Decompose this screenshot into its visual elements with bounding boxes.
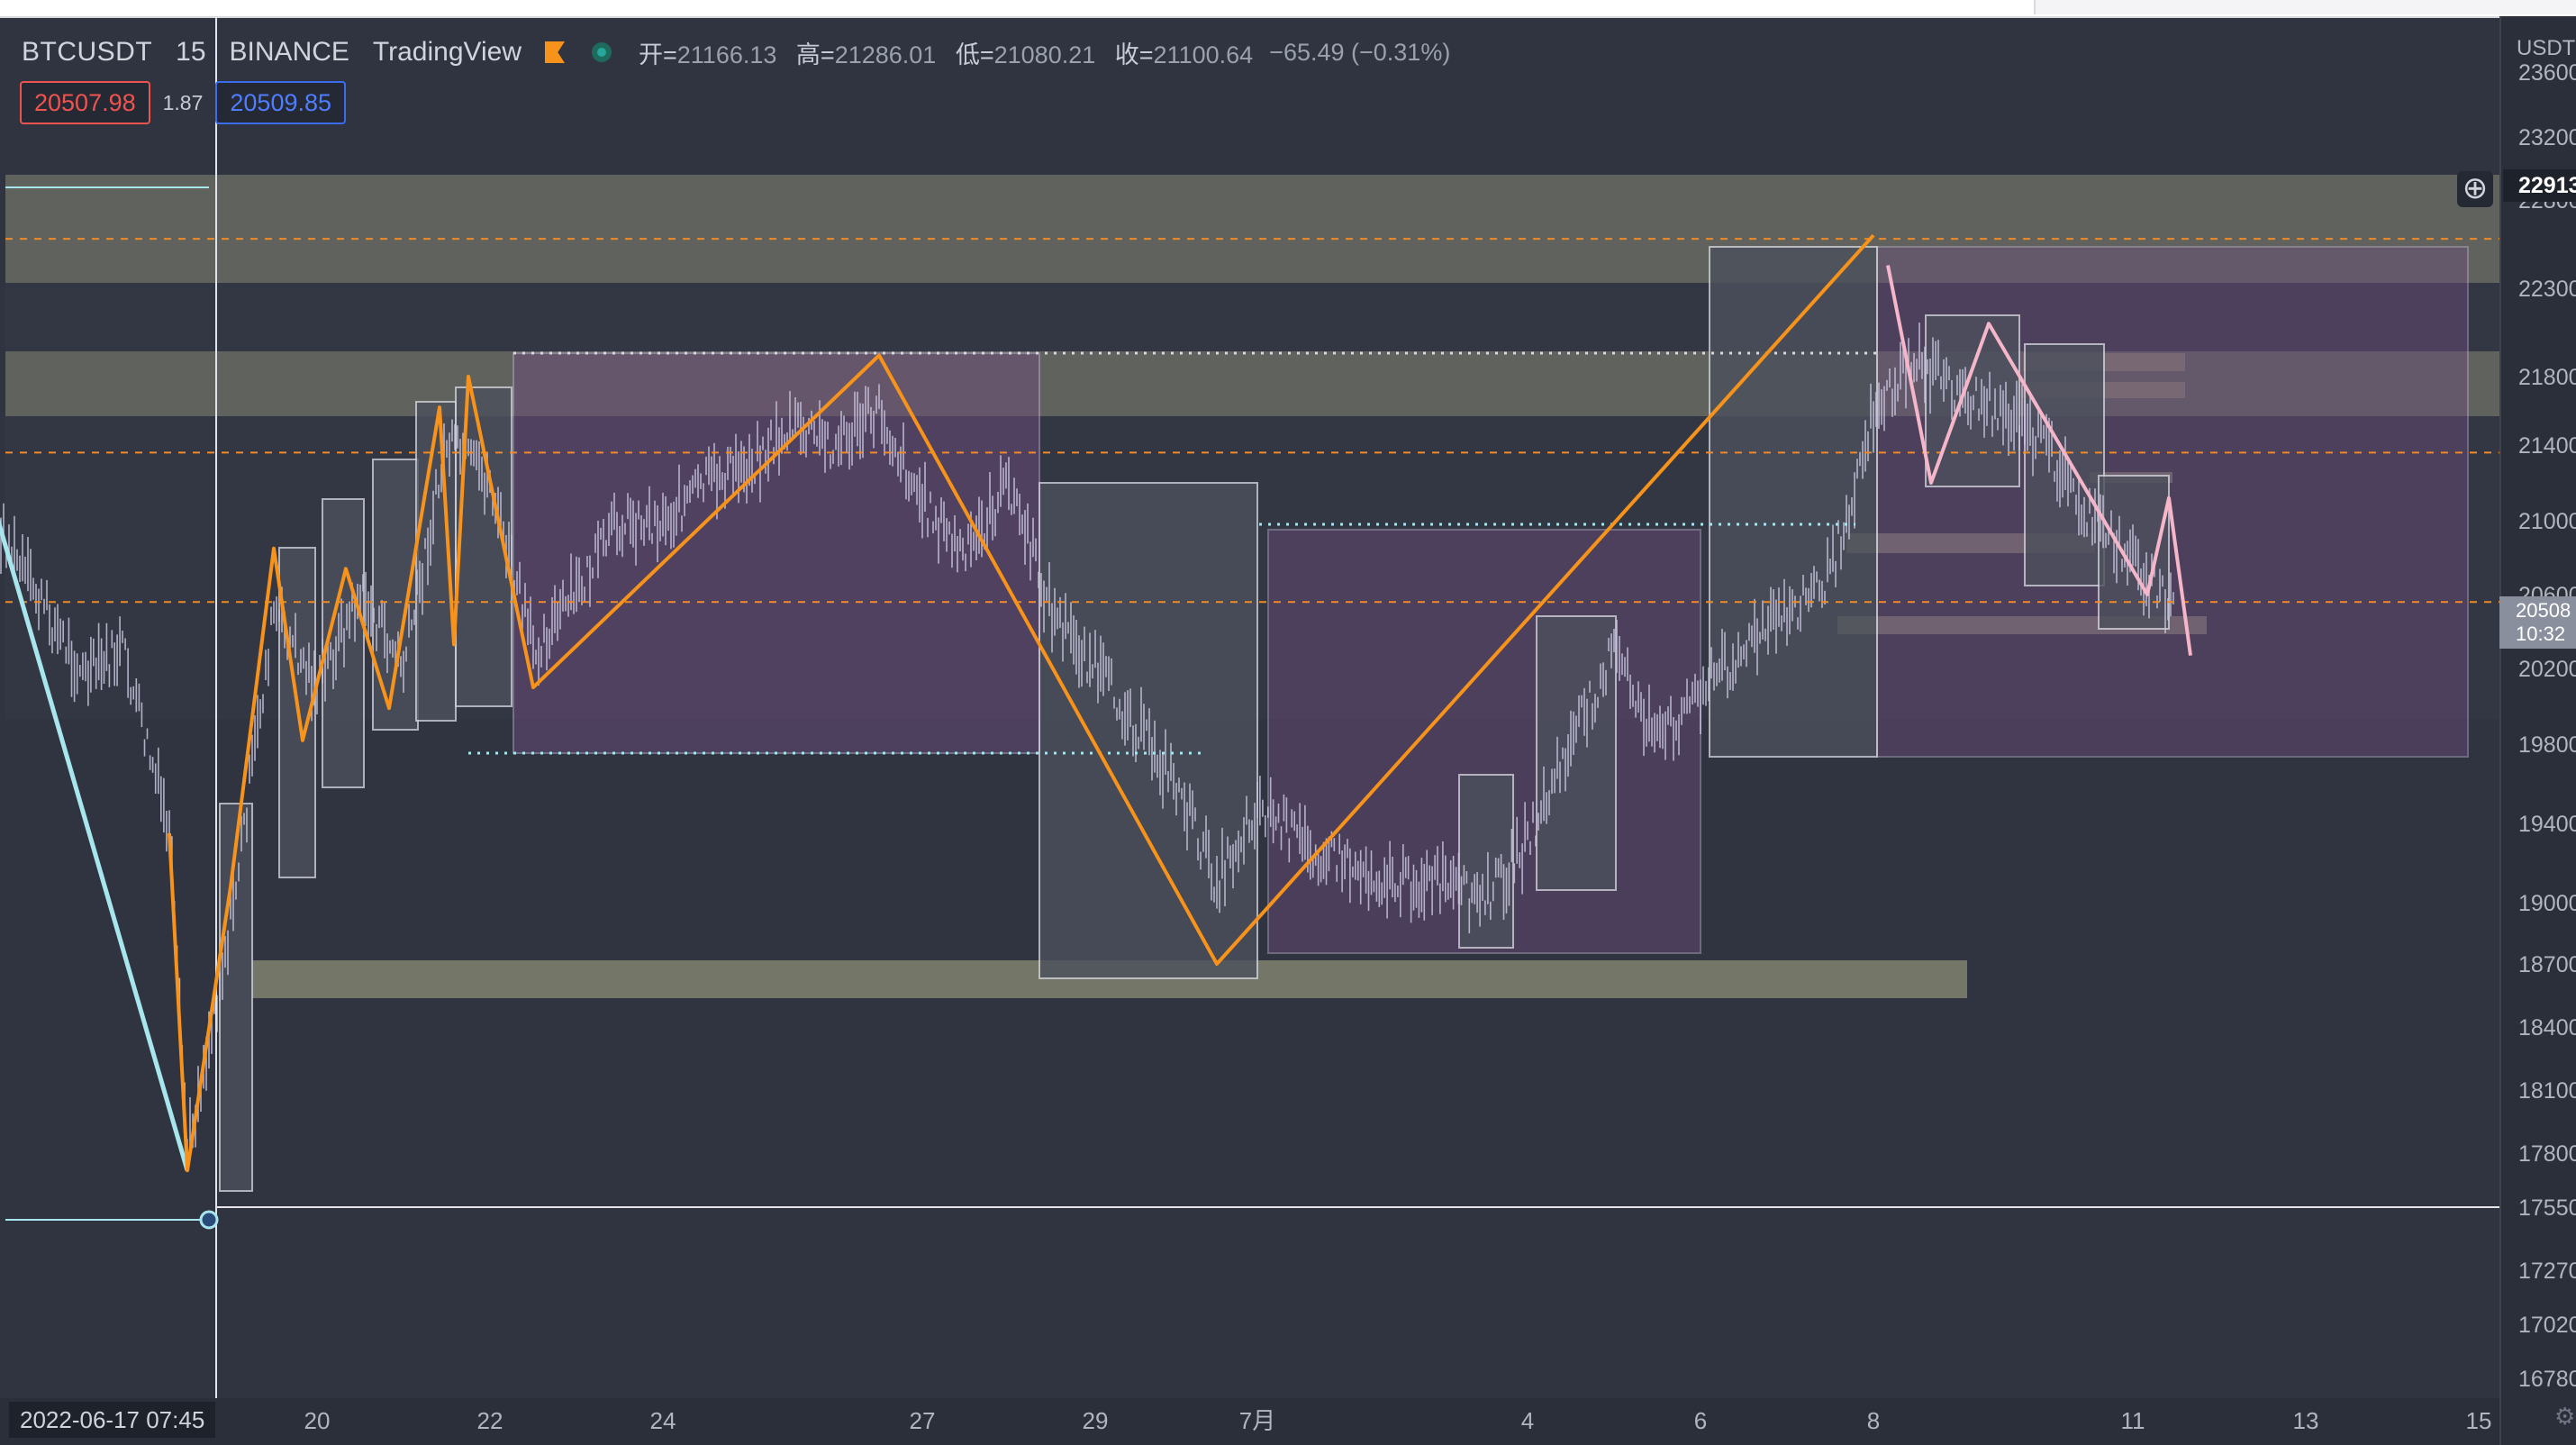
symbol-label[interactable]: BTCUSDT (22, 37, 153, 67)
y-tick-label: 17800 (2518, 1141, 2576, 1167)
anchor-point (199, 1210, 219, 1230)
price-axis[interactable]: 2360023200228002230021800214002100020600… (2499, 16, 2576, 1445)
crosshair-price-label: 22913 (2518, 173, 2576, 198)
gear-icon[interactable]: ⚙ (2554, 1403, 2576, 1430)
x-tick-label: 8 (1867, 1407, 1880, 1434)
y-tick-label: 19400 (2518, 812, 2576, 837)
gray-box-1 (1039, 482, 1258, 979)
buy-button[interactable]: 20509.85 (215, 81, 347, 124)
change-value: −65.49 (−0.31%) (1269, 38, 1451, 66)
exchange-label: BINANCE (229, 37, 349, 67)
brand-label: TradingView (372, 37, 522, 67)
tab-ghost (2034, 0, 2576, 14)
y-tick-label: 22300 (2518, 277, 2576, 302)
plus-circle-icon[interactable]: ⊕ (2457, 171, 2493, 207)
gray-box-2 (1709, 246, 1878, 758)
impulse-box-1 (219, 803, 253, 1192)
low-value: 21080.21 (993, 41, 1096, 68)
time-axis[interactable]: 20 22 24 27 29 7月 4 6 8 11 13 15 (0, 1398, 2499, 1445)
price-chart[interactable] (0, 16, 2499, 1398)
small-box-b (1536, 615, 1617, 891)
small-box-d (2024, 343, 2105, 586)
high-label: 高= (795, 41, 835, 68)
last-price-tag: 20508 10:32 (2499, 596, 2576, 649)
x-tick-label: 4 (1521, 1407, 1534, 1434)
ohlc-values: 开=21166.13 高=21286.01 低=21080.21 收=21100… (639, 35, 1253, 70)
spread-value: 1.87 (162, 90, 204, 114)
y-tick-label: 18400 (2518, 1015, 2576, 1041)
y-tick-label: 16780 (2518, 1367, 2576, 1392)
low-label: 低= (955, 41, 994, 68)
y-tick-label: 18100 (2518, 1078, 2576, 1104)
y-tick-label: 23200 (2518, 125, 2576, 150)
x-tick-label: 20 (304, 1407, 331, 1434)
x-tick-label: 11 (2121, 1407, 2145, 1434)
x-tick-label: 13 (2293, 1407, 2319, 1434)
cyan-leg-line (0, 518, 190, 1171)
candles-layer (0, 323, 2174, 1170)
x-tick-label: 24 (650, 1407, 676, 1434)
y-tick-label: 18700 (2518, 952, 2576, 977)
y-tick-label: 21400 (2518, 433, 2576, 459)
currency-label: USDT (2517, 36, 2576, 60)
impulse-box-3 (322, 498, 365, 788)
crosshair-price-box (2503, 169, 2576, 202)
sell-button[interactable]: 20507.98 (20, 81, 150, 124)
supply-zone-top (5, 175, 2499, 283)
y-tick-label: 19800 (2518, 732, 2576, 758)
flag-icon[interactable] (545, 41, 565, 63)
pink-zigzag-line (1886, 265, 2192, 656)
open-value: 21166.13 (676, 41, 777, 68)
y-tick-label: 19000 (2518, 891, 2576, 916)
quote-row: 20507.98 1.87 20509.85 (20, 81, 347, 124)
x-tick-label: 7月 (1239, 1407, 1275, 1434)
last-price-value: 20508 (2516, 599, 2571, 622)
x-tick-label: 6 (1694, 1407, 1707, 1434)
close-label: 收= (1114, 41, 1154, 68)
chart-legend: BTCUSDT 15 BINANCE TradingView 开=21166.1… (22, 34, 1450, 70)
x-tick-label: 29 (1083, 1407, 1109, 1434)
crosshair-date-label: 2022-06-17 07:45 (9, 1402, 216, 1438)
y-tick-label: 20200 (2518, 657, 2576, 682)
high-value: 21286.01 (834, 41, 937, 68)
y-tick-label: 17020 (2518, 1313, 2576, 1338)
x-tick-label: 15 (2466, 1407, 2492, 1434)
x-tick-label: 27 (910, 1407, 936, 1434)
market-status-icon (592, 42, 612, 62)
zigzag-line (168, 233, 1875, 1173)
y-tick-label: 21800 (2518, 365, 2576, 390)
overlays-layer (0, 16, 2499, 1398)
y-tick-label: 17550 (2518, 1195, 2576, 1221)
open-label: 开= (639, 41, 677, 68)
x-tick-label: 22 (477, 1407, 503, 1434)
small-box-a (1458, 774, 1514, 949)
browser-strip (0, 0, 2576, 18)
bar-countdown: 10:32 (2516, 623, 2566, 645)
timeframe-label[interactable]: 15 (176, 37, 206, 67)
y-tick-label: 23600 (2518, 60, 2576, 86)
y-tick-label: 21000 (2518, 509, 2576, 534)
impulse-box-4 (372, 459, 419, 731)
y-tick-label: 17270 (2518, 1259, 2576, 1284)
close-value: 21100.64 (1153, 41, 1254, 68)
